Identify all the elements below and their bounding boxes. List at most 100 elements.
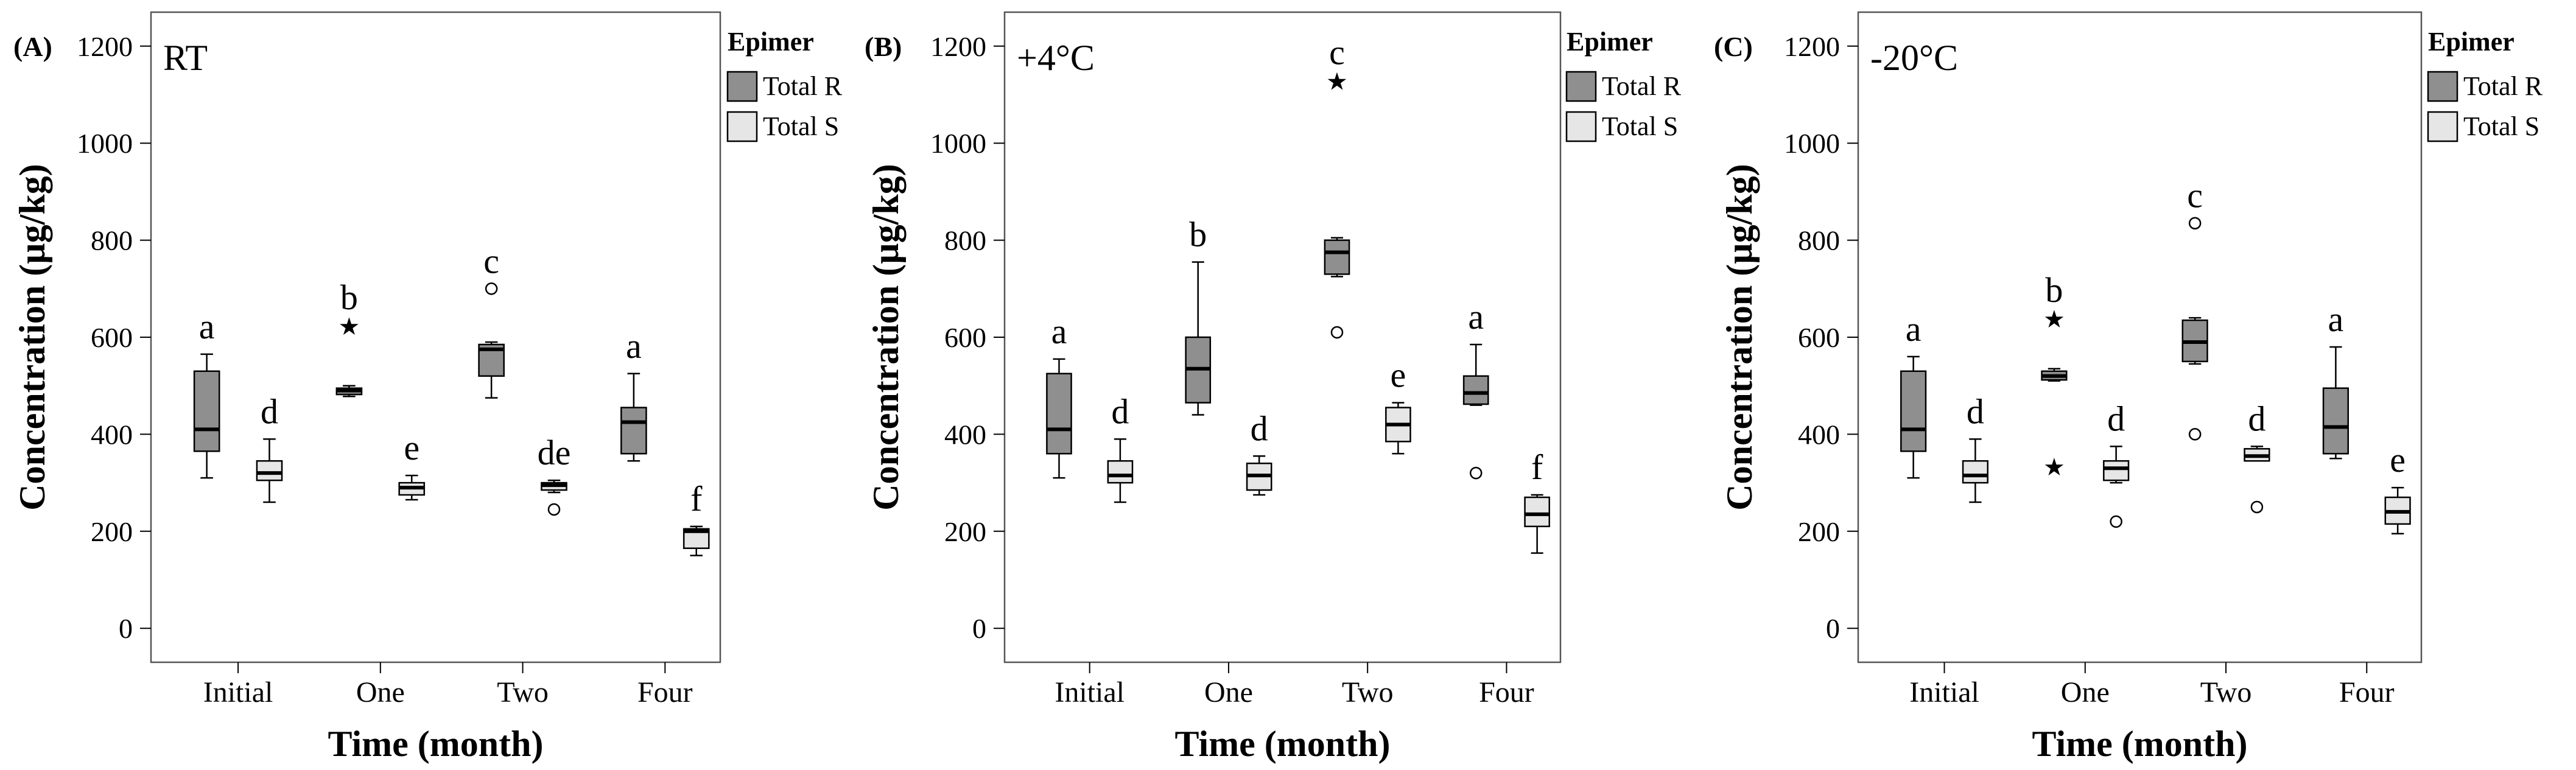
- outlier-point: [1330, 326, 1344, 339]
- legend-entry: Total R: [1602, 71, 1682, 101]
- legend-entry: Total S: [1602, 111, 1678, 141]
- legend-swatch: [1565, 71, 1597, 102]
- legend-swatch: [726, 71, 758, 102]
- y-tick-label: 1200: [1784, 31, 1840, 62]
- significance-letter: c: [483, 241, 499, 281]
- y-tick-label: 1000: [930, 128, 986, 159]
- box-total-r: a: [620, 326, 647, 462]
- extreme-point: ★: [338, 313, 360, 340]
- x-axis-title: Time (month): [328, 724, 544, 764]
- y-tick-label: 400: [91, 419, 133, 450]
- x-tick-label: Initial: [203, 676, 273, 709]
- box-total-s: f: [1524, 447, 1550, 554]
- y-tick-label: 400: [944, 419, 986, 450]
- plot-frame: [1857, 11, 2423, 663]
- y-tick-label: 200: [944, 516, 986, 547]
- y-tick-label: 600: [91, 322, 133, 353]
- significance-letter: b: [2045, 270, 2063, 310]
- y-tick-label: 400: [1798, 419, 1840, 450]
- box-total-s: d: [1246, 408, 1272, 496]
- box-total-r: a: [2322, 299, 2350, 460]
- box-body: [1107, 460, 1134, 484]
- panel-label: (A): [13, 31, 52, 62]
- legend-entry: Total R: [2463, 71, 2543, 101]
- plot-frame: [1003, 11, 1562, 663]
- box-body: [1462, 375, 1489, 405]
- box-total-r: ★b: [335, 278, 363, 397]
- box-total-r: a: [1900, 309, 1927, 479]
- outlier-point: [2250, 500, 2264, 514]
- box-total-r: ★c: [1324, 33, 1350, 339]
- significance-letter: d: [1111, 391, 1129, 431]
- x-tick-label: Two: [497, 676, 549, 709]
- legend-title: Epimer: [2428, 27, 2515, 57]
- significance-letter: c: [2187, 176, 2203, 215]
- extreme-point: ★: [2043, 453, 2065, 481]
- y-tick-label: 800: [91, 225, 133, 256]
- outlier-point: [547, 503, 561, 516]
- outlier-point: [1469, 466, 1483, 480]
- legend: Epimer Total R Total S: [1565, 27, 1682, 142]
- box-total-s: e: [398, 428, 426, 501]
- box-body: [1046, 373, 1072, 455]
- significance-letter: c: [1329, 33, 1345, 72]
- x-tick-label: Four: [2339, 676, 2395, 709]
- box-total-s: de: [538, 433, 571, 516]
- y-tick-label: 1000: [1784, 128, 1840, 159]
- box-body: [1900, 370, 1927, 452]
- significance-letter: e: [1391, 355, 1406, 395]
- significance-letter: a: [1051, 312, 1067, 351]
- box-total-s: d: [256, 391, 283, 503]
- x-axis-title: Time (month): [2032, 724, 2248, 764]
- panel-2: (B) +4°C 0 200 400 600 800 1000 1200 Initial One Tw…: [865, 11, 1682, 764]
- condition-label: +4°C: [1017, 38, 1095, 78]
- significance-letter: a: [1468, 297, 1484, 337]
- x-tick-label: One: [1204, 676, 1253, 709]
- legend-entry: Total S: [2463, 111, 2539, 141]
- y-tick-label: 0: [972, 613, 986, 644]
- significance-letter: a: [1906, 309, 1921, 349]
- significance-letter: a: [626, 326, 642, 366]
- legend-swatch: [2427, 71, 2458, 102]
- box-body: [620, 407, 647, 455]
- y-tick-label: 1000: [77, 128, 133, 159]
- significance-letter: d: [261, 391, 278, 431]
- panel-label: (C): [1714, 31, 1753, 62]
- box-body: [1962, 460, 1989, 484]
- legend-entry: Total S: [763, 111, 839, 141]
- x-tick-label: One: [2061, 676, 2110, 709]
- y-axis-title: Concentration (µg/kg): [1719, 164, 1760, 511]
- significance-letter: b: [1189, 214, 1207, 254]
- legend-title: Epimer: [1567, 27, 1653, 57]
- y-tick-label: 0: [1826, 613, 1840, 644]
- legend: Epimer Total R Total S: [726, 27, 843, 142]
- box-total-s: f: [683, 479, 710, 556]
- x-tick-label: Initial: [1909, 676, 1979, 709]
- significance-letter: d: [1251, 408, 1268, 448]
- y-axis-title: Concentration (µg/kg): [866, 164, 906, 511]
- y-tick-label: 200: [91, 516, 133, 547]
- y-tick-label: 600: [944, 322, 986, 353]
- panel-3: (C) -20°C 0 200 400 600 800 1000 1200 Initial One T…: [1714, 11, 2543, 764]
- box-total-r: b: [1185, 214, 1212, 416]
- box-total-s: d: [1107, 391, 1134, 503]
- box-body: [2322, 387, 2350, 455]
- box-total-s: d: [2244, 399, 2270, 514]
- x-axis-title: Time (month): [1175, 724, 1391, 764]
- significance-letter: d: [2107, 399, 2125, 438]
- panel-1: (A) RT 0 200 400 600 800 1000 1200 Initial One Two F…: [12, 11, 843, 764]
- box-total-s: d: [2103, 399, 2130, 528]
- box-total-r: ★★b: [2041, 270, 2068, 481]
- y-tick-label: 800: [944, 225, 986, 256]
- legend-swatch: [726, 111, 758, 142]
- condition-label: RT: [163, 38, 208, 78]
- box-body: [2103, 460, 2130, 481]
- significance-letter: de: [538, 433, 571, 472]
- x-tick-label: Initial: [1055, 676, 1125, 709]
- x-tick-label: Two: [2200, 676, 2252, 709]
- box-body: [256, 460, 283, 481]
- x-tick-label: Four: [637, 676, 693, 709]
- box-total-s: d: [1962, 391, 1989, 503]
- y-tick-label: 0: [119, 613, 133, 644]
